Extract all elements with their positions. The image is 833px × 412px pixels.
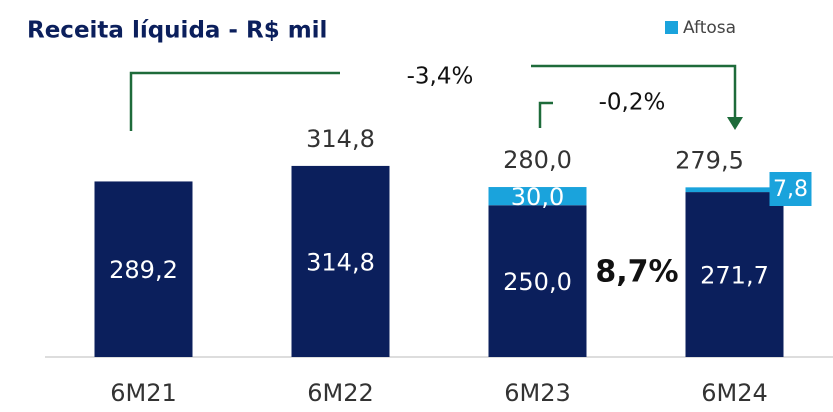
value-label: 250,0 bbox=[503, 268, 572, 296]
total-label: 314,8 bbox=[306, 125, 375, 153]
bar-segment bbox=[685, 192, 784, 357]
chart-title: Receita líquida - R$ mil bbox=[27, 18, 327, 44]
bar-segment bbox=[488, 205, 587, 357]
value-label: 30,0 bbox=[511, 183, 564, 211]
x-tick-label: 6M21 bbox=[110, 379, 177, 407]
value-label: 314,8 bbox=[306, 248, 375, 276]
total-label: 279,5 bbox=[675, 146, 744, 174]
connectors bbox=[129, 64, 737, 131]
value-label: 271,7 bbox=[700, 262, 769, 290]
bar-segment bbox=[685, 187, 784, 193]
bar-segment bbox=[291, 165, 390, 357]
x-tick-label: 6M23 bbox=[504, 379, 571, 407]
value-label: 7,8 bbox=[773, 177, 808, 202]
legend-swatch bbox=[665, 21, 678, 34]
annotation: -3,4% bbox=[407, 64, 474, 90]
x-tick-label: 6M24 bbox=[701, 379, 768, 407]
value-label-box bbox=[769, 172, 812, 206]
value-label: 289,2 bbox=[109, 256, 178, 284]
annotation: 8,7% bbox=[595, 255, 678, 290]
annotation: -0,2% bbox=[599, 90, 666, 116]
bar-segment bbox=[488, 187, 587, 206]
total-label: 280,0 bbox=[503, 146, 572, 174]
bar-segment bbox=[94, 181, 193, 357]
legend-label: Aftosa bbox=[683, 18, 736, 38]
arrow-head bbox=[727, 117, 743, 130]
x-tick-label: 6M22 bbox=[307, 379, 374, 407]
